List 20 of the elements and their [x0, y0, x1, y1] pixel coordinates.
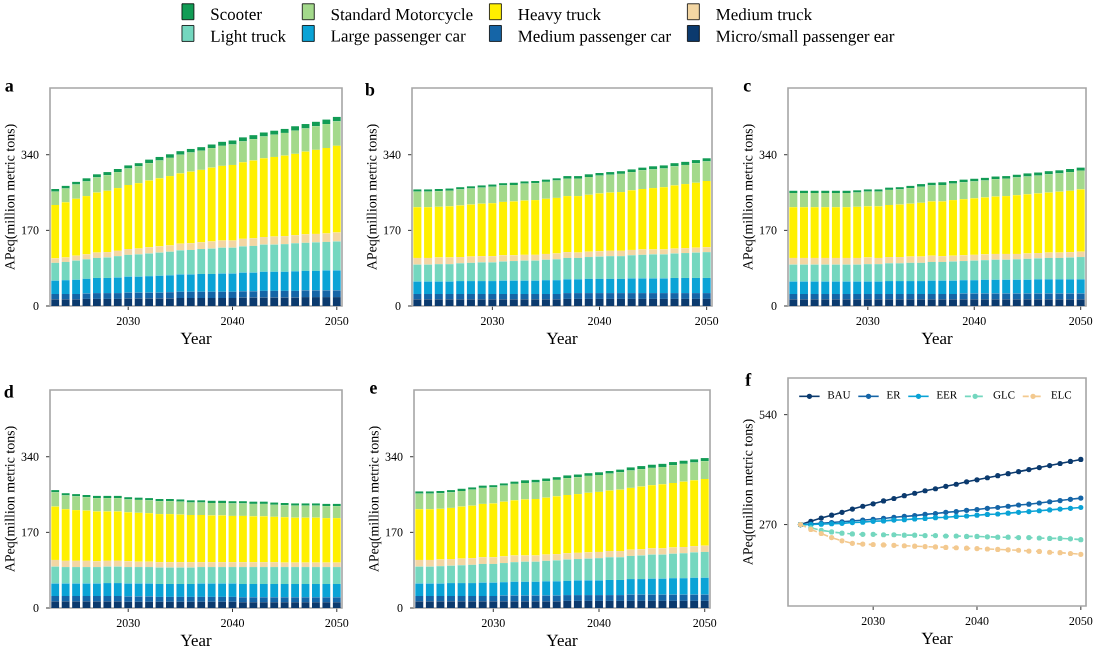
x-axis-title: Year	[546, 332, 578, 345]
chart-title: f	[745, 373, 752, 386]
legend-label: Micro/small passenger ear	[716, 30, 895, 46]
legend-label: Scooter	[211, 8, 262, 20]
x-axis-title: Year	[921, 332, 953, 345]
chart-title: e	[370, 385, 377, 394]
chart-title: b	[365, 83, 375, 96]
legend-label: Medium passenger car	[518, 30, 671, 46]
x-axis-title: Year	[546, 634, 578, 647]
legend-label: Medium truck	[716, 8, 813, 21]
chart-title: a	[5, 83, 14, 92]
chart-title: d	[4, 385, 14, 398]
legend-label: Standard Motorcycle	[331, 8, 473, 24]
chart-title: c	[743, 83, 751, 92]
legend-label: Light truck	[210, 30, 286, 46]
x-axis-title: Year	[180, 332, 212, 345]
x-axis-title: Year	[180, 634, 212, 647]
legend-label: Heavy truck	[518, 8, 601, 24]
x-axis-title: Year	[921, 632, 953, 645]
legend-label: Large passenger car	[331, 30, 466, 46]
